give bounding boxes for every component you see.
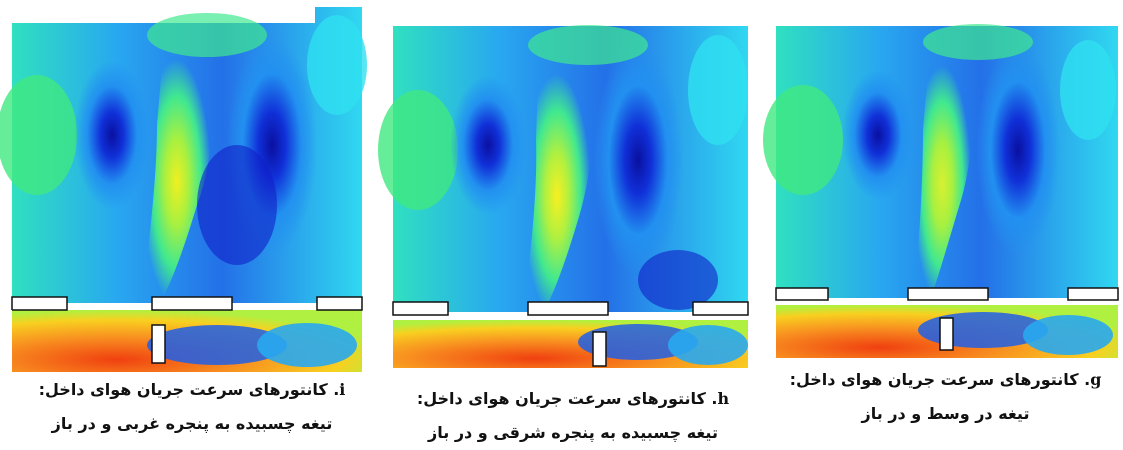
panel-letter: h xyxy=(717,389,730,408)
caption-h: h. کانتورهای سرعت جریان هوای داخل: تیغه … xyxy=(388,382,758,450)
caption-g: g. کانتورهای سرعت جریان هوای داخل: تیغه … xyxy=(768,363,1123,431)
caption-title: . کانتورهای سرعت جریان هوای داخل: xyxy=(416,389,718,408)
contour-panel-i: i. کانتورهای سرعت جریان هوای داخل: تیغه … xyxy=(0,5,377,445)
velocity-contour-plot-g xyxy=(763,24,1119,358)
caption-line1: i. کانتورهای سرعت جریان هوای داخل: xyxy=(7,373,377,407)
panel-letter: g xyxy=(1090,370,1102,389)
caption-line2: تیغه چسبیده به پنجره شرقی و در باز xyxy=(428,423,718,442)
caption-line2: تیغه در وسط و در باز xyxy=(861,404,1030,423)
caption-i: i. کانتورهای سرعت جریان هوای داخل: تیغه … xyxy=(7,373,377,441)
caption-title: . کانتورهای سرعت جریان هوای داخل: xyxy=(38,380,340,399)
contour-panel-h: h. کانتورهای سرعت جریان هوای داخل: تیغه … xyxy=(378,20,758,450)
velocity-contour-plot-h xyxy=(378,25,749,368)
caption-line1: g. کانتورهای سرعت جریان هوای داخل: xyxy=(768,363,1123,397)
contour-panel-g: g. کانتورهای سرعت جریان هوای داخل: تیغه … xyxy=(763,20,1123,450)
velocity-contour-plot-i xyxy=(0,7,367,372)
panel-letter: i xyxy=(339,380,346,399)
caption-line1: h. کانتورهای سرعت جریان هوای داخل: xyxy=(388,382,758,416)
caption-line2: تیغه چسبیده به پنجره غربی و در باز xyxy=(51,414,333,433)
caption-title: . کانتورهای سرعت جریان هوای داخل: xyxy=(789,370,1091,389)
